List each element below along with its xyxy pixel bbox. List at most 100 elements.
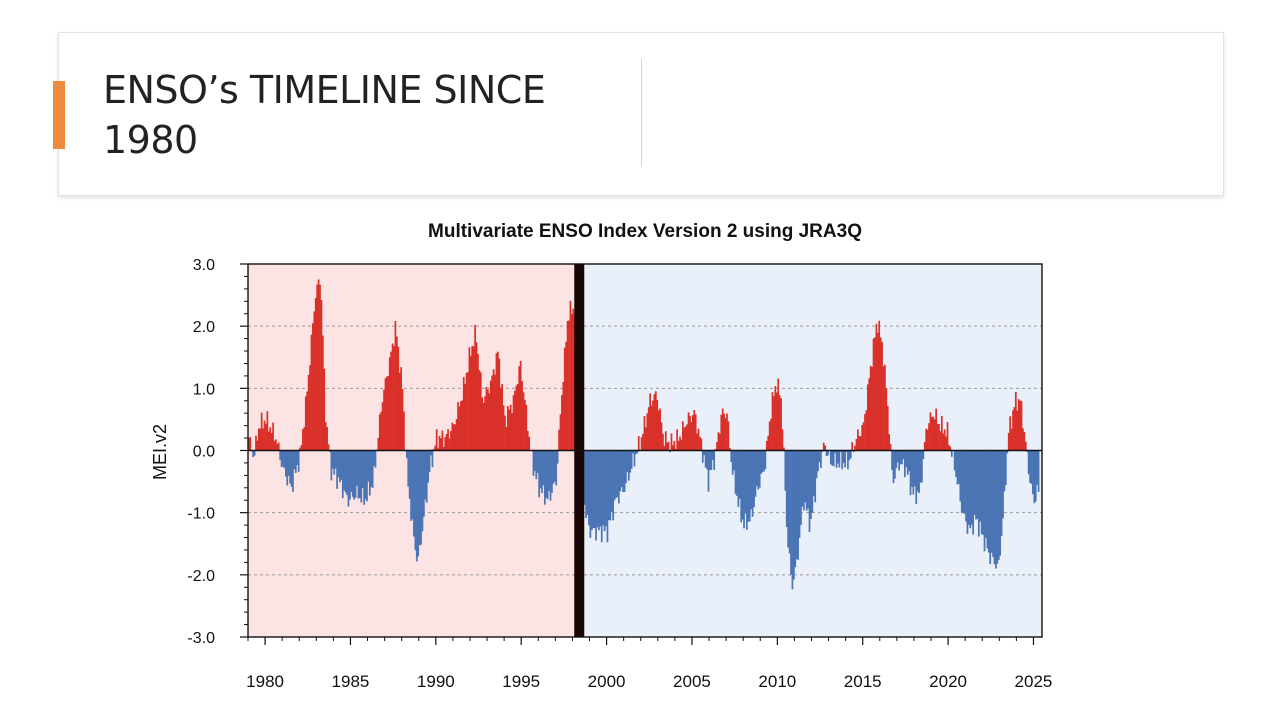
data-bar bbox=[356, 450, 358, 486]
data-bar bbox=[1020, 400, 1023, 451]
data-bar bbox=[488, 393, 491, 451]
y-tick-label: -1.0 bbox=[187, 506, 215, 523]
data-bar bbox=[367, 450, 370, 482]
data-bar bbox=[938, 423, 940, 451]
data-bar bbox=[259, 428, 262, 451]
data-bar bbox=[659, 408, 661, 451]
data-bar bbox=[734, 450, 737, 495]
x-tick-label: 1980 bbox=[246, 672, 284, 691]
data-bar bbox=[622, 450, 624, 493]
data-bar bbox=[817, 450, 819, 472]
data-bar bbox=[637, 436, 640, 451]
data-bar bbox=[297, 450, 300, 472]
data-bar bbox=[997, 450, 1000, 560]
data-bar bbox=[438, 435, 441, 451]
data-bar bbox=[398, 372, 401, 451]
data-bar bbox=[602, 450, 605, 526]
data-bar bbox=[677, 440, 680, 451]
data-bar bbox=[761, 450, 764, 473]
data-bar bbox=[1006, 450, 1009, 454]
data-bar bbox=[921, 450, 923, 483]
data-bar bbox=[471, 345, 474, 451]
data-bar bbox=[377, 437, 380, 451]
data-bar bbox=[290, 450, 293, 487]
data-bar bbox=[953, 450, 956, 471]
data-bar bbox=[612, 450, 614, 521]
data-bar bbox=[516, 383, 519, 451]
data-bar bbox=[603, 450, 606, 532]
data-bar bbox=[986, 450, 989, 549]
data-bar bbox=[444, 437, 447, 451]
data-bar bbox=[320, 300, 323, 451]
data-bar bbox=[785, 450, 788, 527]
data-bar bbox=[262, 428, 264, 451]
data-bar bbox=[590, 450, 593, 531]
data-bar bbox=[598, 450, 600, 531]
data-bar bbox=[911, 450, 913, 487]
data-bar bbox=[474, 325, 476, 451]
data-bar bbox=[945, 436, 947, 451]
data-bar bbox=[317, 279, 320, 451]
data-bar bbox=[633, 450, 636, 467]
data-bar bbox=[701, 450, 704, 463]
data-bar bbox=[926, 429, 929, 451]
data-bar bbox=[694, 414, 697, 451]
data-bar bbox=[462, 377, 465, 451]
data-bar bbox=[875, 323, 878, 451]
data-bar bbox=[748, 450, 751, 522]
data-bar bbox=[1030, 450, 1033, 485]
data-bar bbox=[368, 450, 371, 496]
data-bar bbox=[360, 450, 363, 503]
data-bar bbox=[373, 450, 375, 466]
data-bar bbox=[855, 438, 858, 451]
data-bar bbox=[811, 450, 814, 513]
data-bar bbox=[316, 284, 319, 451]
data-bar bbox=[928, 423, 930, 451]
data-bar bbox=[703, 450, 706, 456]
data-bar bbox=[400, 367, 402, 451]
data-bar bbox=[267, 431, 270, 451]
data-bar bbox=[730, 450, 733, 462]
data-bar bbox=[894, 450, 896, 479]
data-bar bbox=[435, 429, 438, 451]
x-tick-label: 1995 bbox=[502, 672, 540, 691]
data-bar bbox=[421, 450, 424, 532]
data-bar bbox=[405, 450, 408, 459]
data-bar bbox=[526, 430, 529, 451]
data-bar bbox=[940, 416, 943, 451]
data-bar bbox=[434, 445, 437, 451]
data-bar bbox=[1010, 428, 1013, 451]
data-bar bbox=[364, 450, 367, 500]
data-bar bbox=[753, 450, 755, 508]
data-bar bbox=[744, 450, 747, 514]
data-bar bbox=[1029, 450, 1031, 483]
data-bar bbox=[1032, 450, 1034, 495]
data-bar bbox=[626, 450, 629, 472]
data-bar bbox=[491, 375, 494, 451]
data-bar bbox=[647, 407, 650, 451]
data-bar bbox=[269, 427, 272, 451]
data-bar bbox=[755, 450, 758, 487]
data-bar bbox=[401, 389, 404, 451]
data-bar bbox=[814, 450, 817, 503]
data-bar bbox=[1016, 410, 1019, 451]
data-bar bbox=[913, 450, 916, 487]
data-bar bbox=[645, 427, 647, 451]
data-bar bbox=[751, 450, 754, 517]
data-bar bbox=[494, 374, 496, 451]
data-bar bbox=[387, 375, 390, 451]
data-bar bbox=[442, 447, 445, 451]
data-bar bbox=[559, 414, 562, 451]
data-bar bbox=[257, 428, 260, 451]
data-bar bbox=[646, 413, 649, 451]
data-bar bbox=[346, 450, 348, 496]
data-bar bbox=[764, 450, 767, 470]
data-bar bbox=[303, 427, 306, 451]
data-bar bbox=[885, 387, 888, 451]
data-bar bbox=[970, 450, 973, 525]
data-bar bbox=[931, 416, 933, 451]
data-bar bbox=[933, 419, 936, 451]
data-bar bbox=[287, 450, 290, 476]
data-bar bbox=[407, 450, 410, 487]
data-bar bbox=[357, 450, 360, 499]
